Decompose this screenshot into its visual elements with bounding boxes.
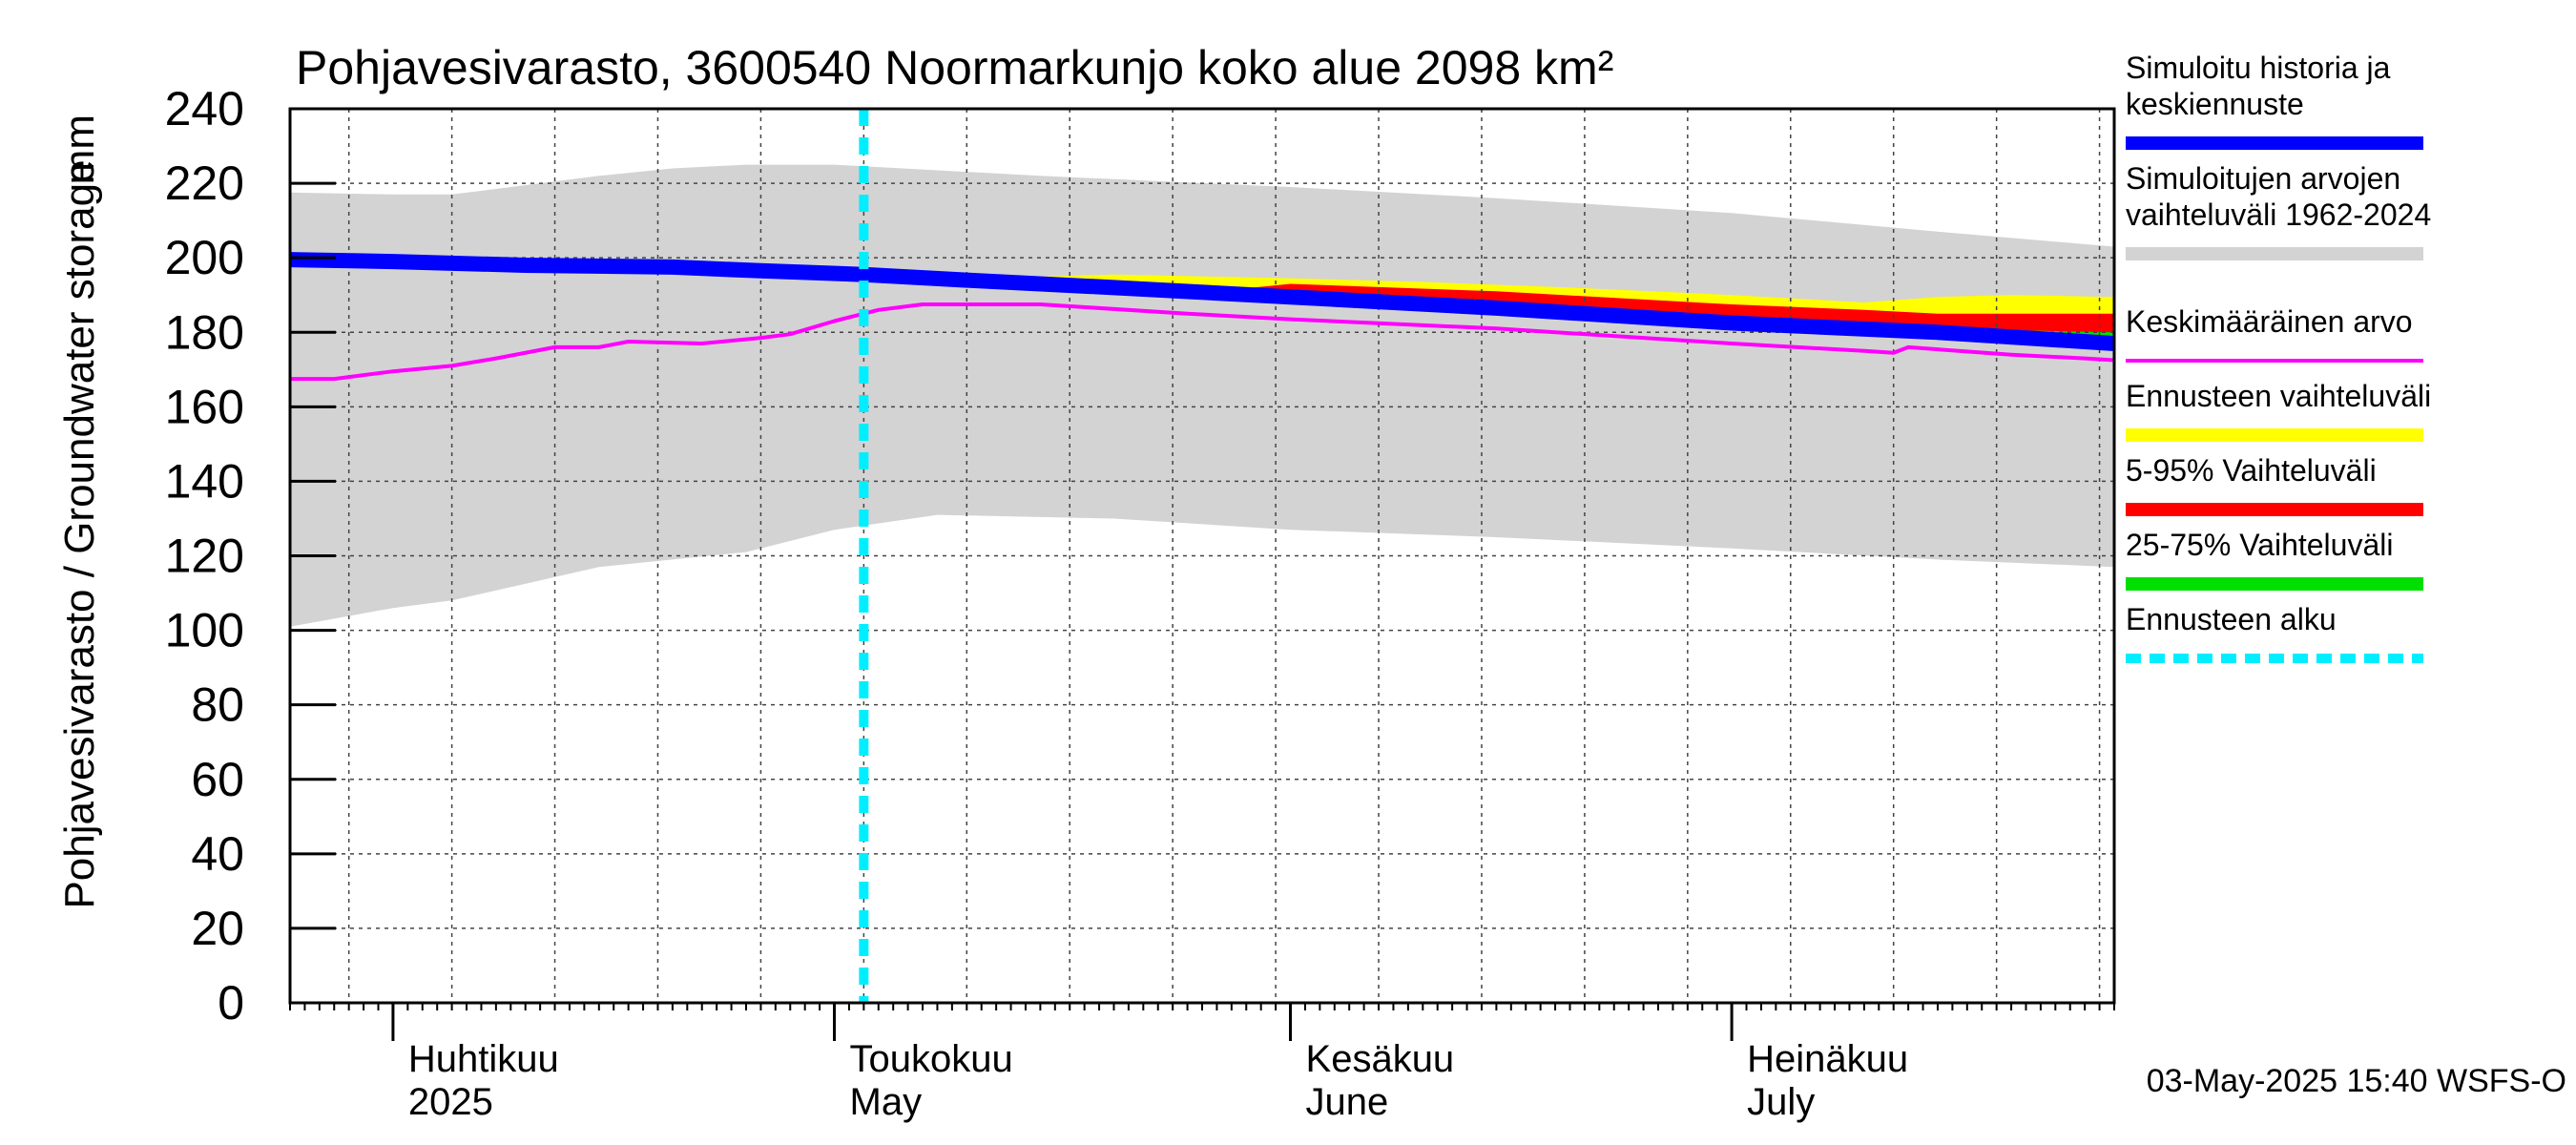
legend-label: keskiennuste bbox=[2126, 87, 2304, 121]
month-label-fi: Huhtikuu bbox=[408, 1038, 559, 1080]
y-tick-label: 160 bbox=[165, 380, 244, 433]
legend-item-ennusteen-vaihteluvali: Ennusteen vaihteluväli bbox=[2126, 379, 2431, 442]
legend-label: Simuloitujen arvojen bbox=[2126, 161, 2400, 196]
y-axis-unit: mm bbox=[56, 114, 103, 184]
month-label-fi: Heinäkuu bbox=[1747, 1038, 1908, 1080]
legend-label: Simuloitu historia ja bbox=[2126, 51, 2391, 85]
y-axis-label: Pohjavesivarasto / Groundwater storage bbox=[56, 159, 103, 908]
legend-item-ennusteen-alku: Ennusteen alku bbox=[2126, 602, 2423, 663]
chart-title: Pohjavesivarasto, 3600540 Noormarkunjo k… bbox=[296, 41, 1613, 94]
y-tick-label: 140 bbox=[165, 454, 244, 508]
y-tick-label: 240 bbox=[165, 82, 244, 135]
y-tick-label: 60 bbox=[191, 753, 244, 806]
y-tick-label: 80 bbox=[191, 678, 244, 732]
legend-label: 25-75% Vaihteluväli bbox=[2126, 528, 2393, 562]
month-label-en: June bbox=[1306, 1081, 1389, 1123]
grid-layer bbox=[290, 109, 2114, 1003]
month-label-en: July bbox=[1747, 1081, 1815, 1123]
legend-label: vaihteluväli 1962-2024 bbox=[2126, 198, 2431, 232]
axes-layer: 0 20 40 60 80 100 120 140 160 180 200 220 240 Huhtiku… bbox=[165, 82, 2116, 1123]
month-label-en: 2025 bbox=[408, 1081, 493, 1123]
month-label-fi: Kesäkuu bbox=[1306, 1038, 1455, 1080]
y-tick-label: 0 bbox=[218, 976, 244, 1030]
legend: Simuloitu historia jakeskiennusteSimuloi… bbox=[2126, 51, 2431, 663]
band-simuloitujen-arvojen-vaihteluvali-1962-2024 bbox=[290, 164, 2114, 627]
series-layer bbox=[290, 109, 2114, 1003]
y-tick-label: 180 bbox=[165, 305, 244, 359]
legend-label: Ennusteen alku bbox=[2126, 602, 2337, 636]
legend-item-25-75-vaihteluvali: 25-75% Vaihteluväli bbox=[2126, 528, 2423, 591]
legend-label: 5-95% Vaihteluväli bbox=[2126, 453, 2377, 488]
month-label-en: May bbox=[850, 1081, 923, 1123]
legend-label: Ennusteen vaihteluväli bbox=[2126, 379, 2431, 413]
series-simuloitu-historia-ja-keskiennuste bbox=[290, 252, 2114, 351]
y-tick-label: 40 bbox=[191, 827, 244, 881]
legend-label: Keskimääräinen arvo bbox=[2126, 304, 2413, 339]
series-keskimaarainen-arvo bbox=[290, 302, 2114, 382]
legend-item-5-95-vaihteluvali: 5-95% Vaihteluväli bbox=[2126, 453, 2423, 516]
footer-timestamp: 03-May-2025 15:40 WSFS-O bbox=[2147, 1063, 2566, 1099]
month-label-fi: Toukokuu bbox=[850, 1038, 1013, 1080]
y-tick-label: 100 bbox=[165, 604, 244, 657]
y-tick-label: 220 bbox=[165, 156, 244, 210]
legend-item-keskimaarainen-arvo: Keskimääräinen arvo bbox=[2126, 304, 2423, 363]
y-tick-label: 120 bbox=[165, 530, 244, 583]
y-tick-label: 200 bbox=[165, 231, 244, 284]
y-tick-label: 20 bbox=[191, 902, 244, 955]
